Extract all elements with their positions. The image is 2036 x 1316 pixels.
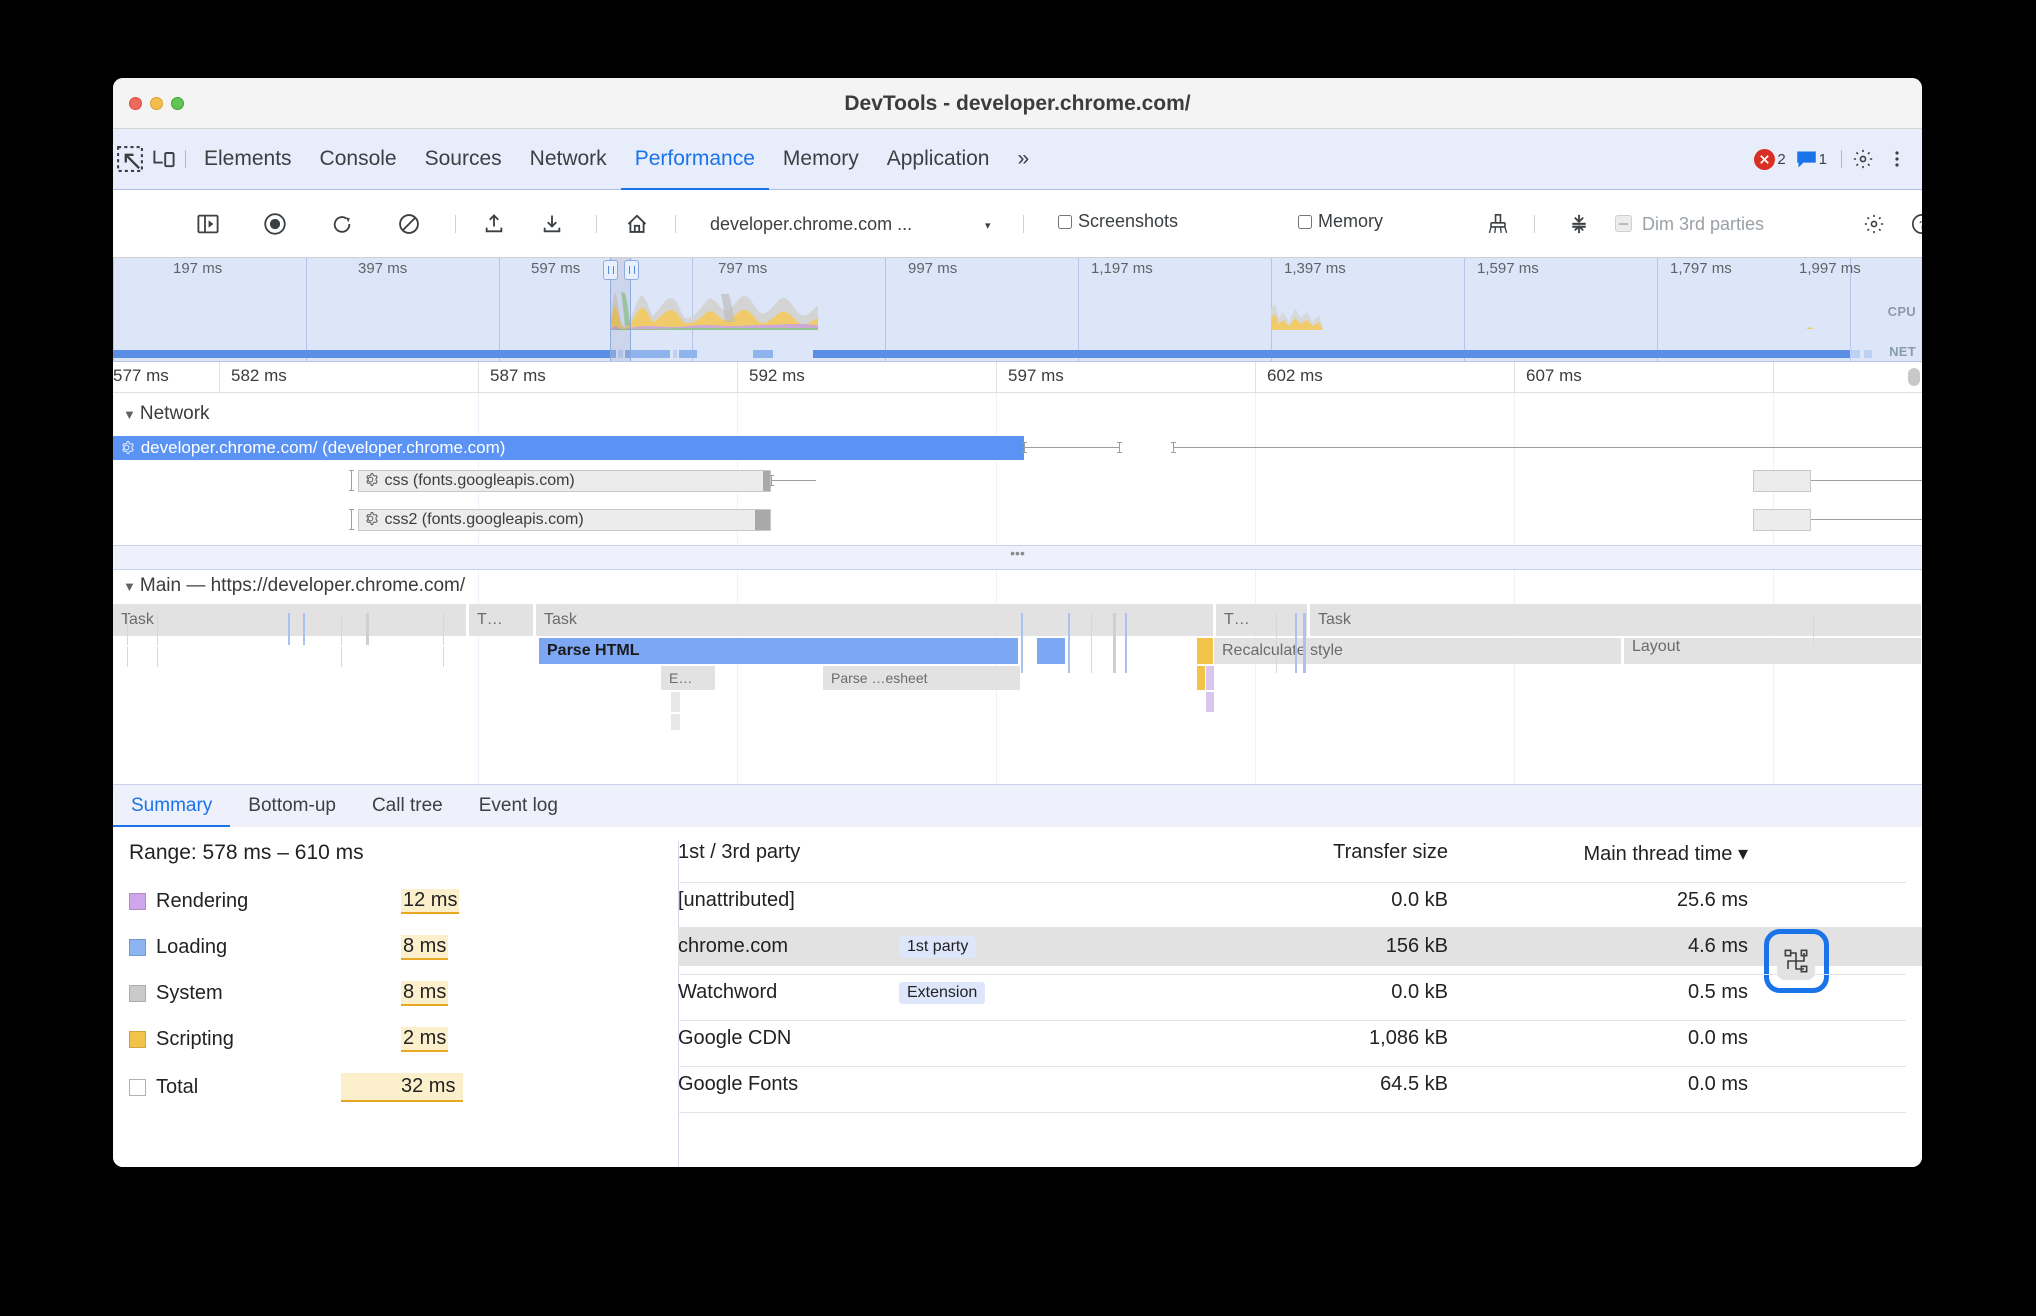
svg-text:?: ? [1919, 219, 1922, 231]
